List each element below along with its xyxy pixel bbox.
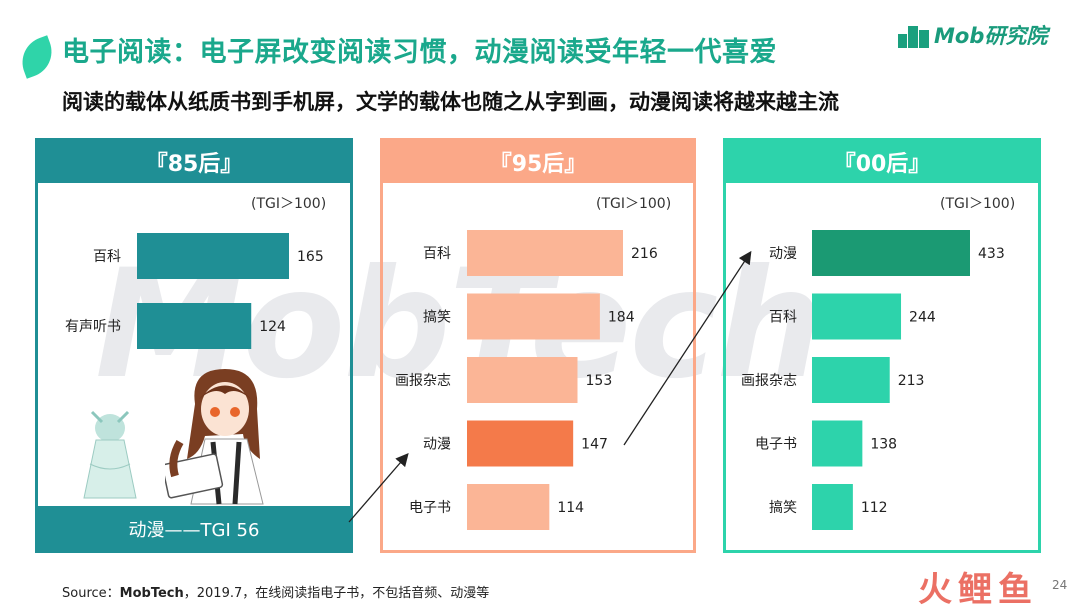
c85-category-label-0: 百科 [93, 249, 121, 265]
c00-value-label-1: 244 [909, 310, 936, 326]
panel-00: 『00后』 [723, 138, 1041, 553]
c95-value-label-2: 153 [586, 373, 613, 389]
c00-category-label-3: 电子书 [755, 437, 797, 453]
arrow-95-to-00 [623, 250, 752, 446]
c85-category-label-1: 有声听书 [65, 319, 121, 335]
c95-category-label-2: 画报杂志 [395, 373, 451, 389]
c00-value-label-2: 213 [898, 373, 925, 389]
c00-bar-4 [812, 484, 853, 530]
c95-value-label-3: 147 [581, 437, 608, 453]
panel-85-anime-tgi: 动漫——TGI 56 [37, 506, 351, 552]
panel-00-title: 『00后』 [726, 141, 1038, 183]
panel-95-tgi-note: (TGI＞100) [596, 196, 672, 212]
c00-value-label-0: 433 [978, 246, 1005, 262]
source-prefix: Source： [62, 586, 120, 601]
panel-85-tgi-note: (TGI＞100) [251, 196, 327, 212]
c00-bar-0 [812, 230, 970, 276]
c85-bar-0 [137, 233, 289, 279]
c00-bar-3 [812, 420, 863, 467]
c95-bar-3 [467, 420, 574, 467]
c95-value-label-1: 184 [608, 310, 635, 326]
brand-watermark: 火鲤鱼 [918, 570, 1038, 610]
c00-value-label-4: 112 [861, 500, 888, 516]
panel-95: 『95后』 [380, 138, 696, 553]
panel-85-title: 『85后』 [38, 141, 350, 183]
c95-bar-4 [467, 484, 550, 530]
page-title: 电子阅读：电子屏改变阅读习惯，动漫阅读受年轻一代喜爱 [62, 37, 777, 68]
c00-bar-2 [812, 357, 890, 403]
c00-bar-1 [812, 293, 902, 340]
c00-category-label-1: 百科 [769, 310, 797, 326]
source-name: MobTech [119, 586, 184, 601]
arrow-85-to-95 [348, 453, 409, 523]
page-subtitle: 阅读的载体从纸质书到手机屏，文学的载体也随之从字到画，动漫阅读将越来越主流 [62, 90, 839, 114]
panel-95-title: 『95后』 [383, 141, 693, 183]
c00-category-label-4: 搞笑 [769, 500, 797, 516]
page-number: 24 [1052, 578, 1068, 592]
c95-value-label-0: 216 [631, 246, 658, 262]
c85-bar-1 [137, 303, 252, 349]
c95-bar-0 [467, 230, 623, 276]
anime-girl-illustration [165, 369, 264, 505]
c95-bar-1 [467, 293, 600, 340]
c85-value-label-1: 124 [259, 319, 286, 335]
fairy-illustration [83, 410, 137, 499]
source-note: Source：MobTech，2019.7，在线阅读指电子书，不包括音频、动漫等 [62, 582, 489, 601]
c00-category-label-0: 动漫 [769, 246, 797, 262]
c95-category-label-3: 动漫 [423, 437, 451, 453]
c95-category-label-0: 百科 [423, 246, 451, 262]
c95-category-label-4: 电子书 [409, 500, 451, 516]
logo-text: Mob研究院 [934, 24, 1048, 48]
logo-building-icon [898, 22, 930, 48]
c95-bar-2 [467, 357, 578, 403]
c85-value-label-0: 165 [297, 249, 324, 265]
mob-research-logo: Mob研究院 [898, 18, 1047, 52]
c95-category-label-1: 搞笑 [423, 310, 451, 326]
c00-category-label-2: 画报杂志 [741, 373, 797, 389]
panel-00-tgi-note: (TGI＞100) [940, 196, 1016, 212]
c00-value-label-3: 138 [870, 437, 897, 453]
source-detail: ，2019.7，在线阅读指电子书，不包括音频、动漫等 [183, 586, 490, 601]
c95-value-label-4: 114 [557, 500, 584, 516]
